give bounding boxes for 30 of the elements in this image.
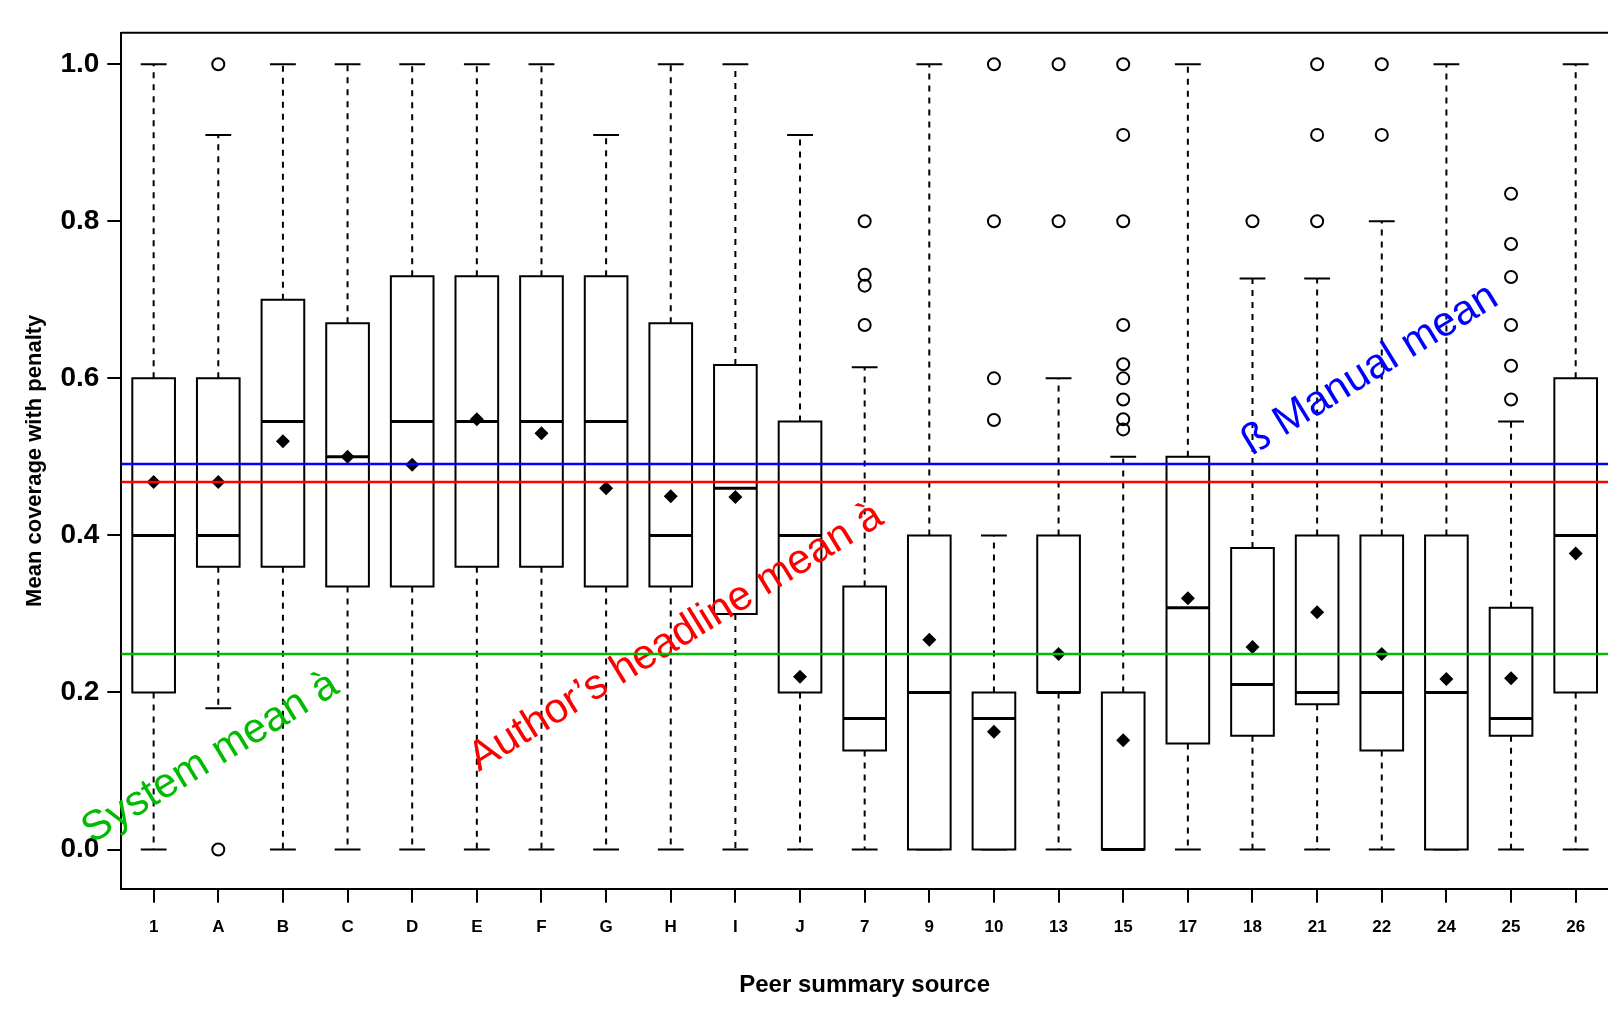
x-tick-label: 17	[1178, 916, 1198, 936]
x-tick-label: 21	[1307, 916, 1327, 936]
x-axis-title: Peer summary source	[739, 970, 991, 998]
x-tick-label: 15	[1113, 916, 1133, 936]
x-tick-label: 10	[984, 916, 1004, 936]
x-tick-label: E	[471, 916, 483, 936]
y-tick-label: 1.0	[60, 46, 100, 78]
x-tick-label: D	[406, 916, 419, 936]
x-tick-label: 9	[924, 916, 935, 936]
y-tick-label: 0.2	[60, 675, 100, 707]
y-axis-title: Mean coverage with penalty	[21, 313, 47, 607]
x-tick-label: 25	[1501, 916, 1521, 936]
x-tick-label: 26	[1566, 916, 1586, 936]
x-tick-label: F	[536, 916, 547, 936]
y-tick-label: 0.8	[60, 204, 100, 235]
y-tick-label: 0.4	[60, 518, 100, 550]
x-tick-label: J	[795, 916, 805, 936]
x-tick-label: 18	[1243, 916, 1262, 936]
x-tick-label: G	[599, 916, 613, 936]
x-tick-label: A	[212, 916, 225, 936]
x-tick-label: 22	[1372, 916, 1392, 936]
y-tick-label: 0.6	[60, 361, 100, 393]
x-tick-label: I	[733, 916, 738, 936]
x-tick-label: H	[664, 916, 677, 936]
x-tick-label: 24	[1436, 916, 1457, 936]
x-tick-label: B	[276, 916, 290, 936]
x-tick-label: 1	[148, 916, 159, 936]
x-tick-label: 13	[1049, 916, 1069, 936]
x-tick-label: C	[341, 916, 354, 936]
x-tick-label: 7	[859, 916, 870, 936]
